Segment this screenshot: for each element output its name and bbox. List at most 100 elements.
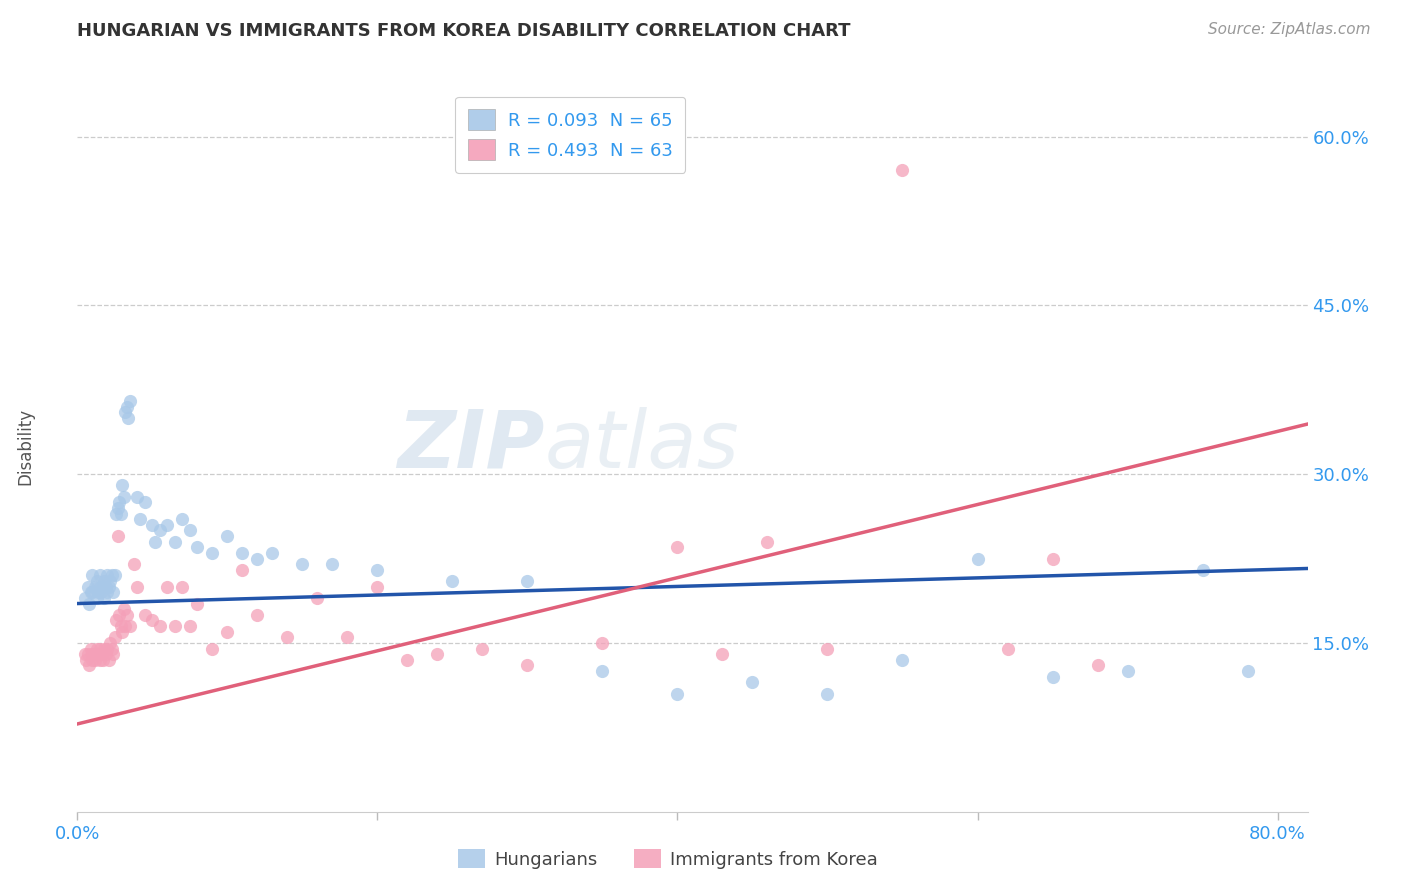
Point (84, 653, 107, 667)
Point (118, 394, 141, 409)
Point (307, 591, 329, 605)
Point (117, 410, 139, 425)
Point (114, 405, 136, 419)
Point (80, 585, 103, 599)
Point (93, 641, 115, 656)
Point (201, 641, 224, 656)
Text: ZIP: ZIP (398, 407, 546, 485)
Legend: Hungarians, Immigrants from Korea: Hungarians, Immigrants from Korea (451, 842, 884, 876)
Point (75, 653, 97, 667)
Point (108, 607, 131, 622)
Point (103, 647, 125, 661)
Point (94, 647, 117, 661)
Point (179, 619, 201, 633)
Point (966, 551, 988, 566)
Point (101, 568, 124, 582)
Point (127, 580, 149, 594)
Text: Disability: Disability (17, 408, 34, 484)
Point (94, 580, 117, 594)
Point (91, 653, 114, 667)
Point (179, 524, 201, 538)
Point (96, 641, 118, 656)
Point (86, 641, 108, 656)
Point (666, 541, 689, 555)
Point (104, 630, 127, 644)
Point (82, 647, 104, 661)
Point (1191, 563, 1213, 577)
Point (516, 658, 538, 673)
Point (108, 495, 131, 509)
Point (163, 619, 186, 633)
Point (86, 591, 108, 605)
Point (156, 517, 179, 532)
Point (98, 636, 121, 650)
Point (217, 624, 239, 639)
Point (83, 647, 105, 661)
Point (756, 534, 779, 549)
Point (90, 585, 112, 599)
Point (89, 568, 111, 582)
Point (396, 653, 419, 667)
Point (104, 568, 127, 582)
Point (156, 580, 179, 594)
Point (82, 568, 104, 582)
Point (115, 607, 138, 622)
Point (336, 630, 359, 644)
Point (115, 400, 138, 414)
Point (87, 647, 110, 661)
Point (127, 490, 149, 504)
Point (76, 647, 98, 661)
Point (172, 512, 194, 526)
Point (246, 551, 269, 566)
Point (124, 557, 146, 571)
Point (93, 591, 115, 605)
Point (997, 641, 1019, 656)
Point (201, 546, 224, 560)
Point (891, 163, 914, 178)
Point (105, 614, 128, 628)
Point (186, 541, 208, 555)
Point (516, 574, 538, 588)
Point (98, 574, 121, 588)
Point (90, 647, 112, 661)
Point (129, 512, 152, 526)
Point (73, 647, 96, 661)
Point (89, 653, 111, 667)
Point (426, 647, 449, 661)
Point (79, 658, 101, 673)
Point (79, 597, 101, 611)
Point (105, 507, 128, 521)
Point (741, 675, 763, 690)
Point (97, 580, 120, 594)
Point (591, 636, 613, 650)
Point (291, 557, 314, 571)
Point (817, 687, 839, 701)
Point (262, 546, 284, 560)
Point (76, 580, 98, 594)
Point (231, 546, 253, 560)
Point (107, 529, 129, 543)
Point (82, 585, 104, 599)
Text: atlas: atlas (546, 407, 740, 485)
Point (110, 507, 132, 521)
Point (87, 585, 110, 599)
Point (591, 664, 613, 678)
Point (111, 624, 134, 639)
Point (1042, 670, 1064, 684)
Text: Source: ZipAtlas.com: Source: ZipAtlas.com (1208, 22, 1371, 37)
Point (471, 641, 494, 656)
Point (111, 478, 134, 492)
Point (103, 585, 125, 599)
Point (80, 641, 103, 656)
Point (1087, 658, 1109, 673)
Point (93, 574, 115, 588)
Point (149, 619, 172, 633)
Point (366, 580, 388, 594)
Point (112, 602, 135, 616)
Point (1236, 664, 1258, 678)
Point (110, 619, 132, 633)
Point (89, 641, 111, 656)
Point (172, 580, 194, 594)
Point (114, 619, 136, 633)
Point (163, 534, 186, 549)
